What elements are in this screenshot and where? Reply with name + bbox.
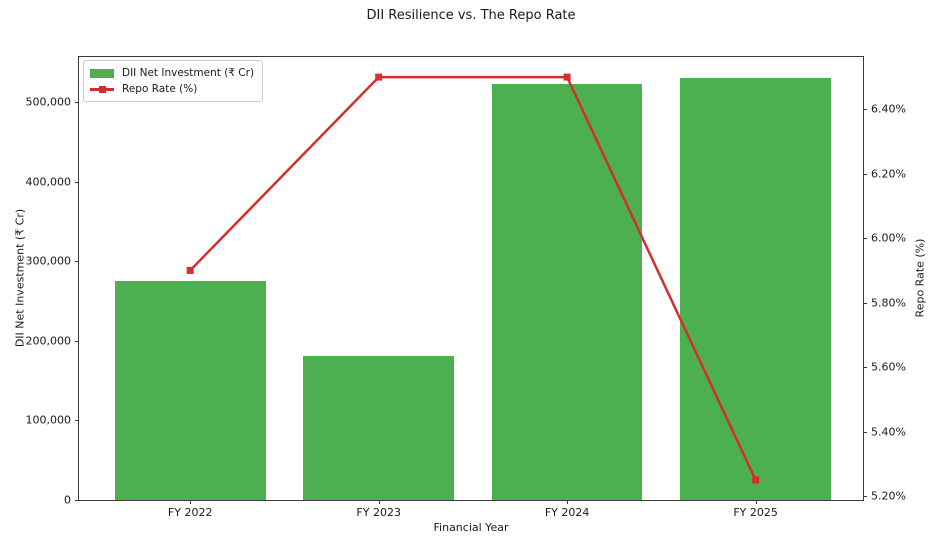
repo-rate-marker-fy-2024: [563, 73, 571, 81]
y-left-0-tick: [75, 500, 79, 501]
bar-swatch-icon: [90, 68, 114, 78]
y-right-6-20-tick: [863, 173, 867, 175]
bar-fy-2022: [114, 281, 266, 500]
y-right-5-60-label: 5.60%: [871, 360, 906, 374]
y-right-6-40-tick: [863, 109, 867, 111]
y-left-400-000-tick: [75, 181, 79, 183]
y-left-200-000-tick: [75, 340, 79, 342]
bar-fy-2023: [303, 355, 455, 500]
x-fy-2025-tick: [755, 500, 757, 504]
legend-label-dii: DII Net Investment (₹ Cr): [122, 67, 255, 79]
y-right-5-80-label: 5.80%: [871, 296, 906, 310]
y-left-400-000-label: 400,000: [25, 175, 72, 189]
line-swatch-icon: [90, 85, 114, 94]
x-fy-2023-tick: [378, 500, 380, 504]
y-right-5-40-label: 5.40%: [871, 425, 906, 438]
ticks-layer: 0 100,000 200,000 300,000 400,000 500,000 5.20…: [26, 57, 906, 520]
y-right-5-20-label: 5.20%: [871, 489, 906, 503]
x-axis-label: Financial Year: [433, 521, 509, 534]
bar-fy-2025: [680, 78, 831, 500]
y-axis-label-right: Repo Rate (%): [913, 238, 927, 318]
chart-title: DII Resilience vs. The Repo Rate: [366, 8, 576, 23]
y-left-100-000-label: 100,000: [25, 413, 72, 427]
x-fy-2025-label: FY 2025: [733, 506, 778, 519]
y-left-500-000-label: 500,000: [25, 95, 72, 109]
y-right-5-20-tick: [863, 496, 867, 497]
plot-area: 0 100,000 200,000 300,000 400,000 500,000 5.20…: [26, 56, 906, 520]
y-right-5-40-tick: [863, 431, 867, 433]
y-left-300-000-tick: [75, 261, 79, 263]
y-right-5-80-tick: [863, 302, 867, 304]
y-right-6-00-tick: [863, 238, 867, 240]
line-layer: [186, 73, 760, 484]
x-fy-2022-tick: [190, 500, 192, 504]
y-right-5-60-tick: [863, 367, 867, 369]
bar-fy-2024: [491, 83, 643, 500]
legend-label-repo: Repo Rate (%): [122, 83, 198, 95]
x-fy-2022-label: FY 2022: [167, 506, 213, 519]
y-right-6-00-label: 6.00%: [871, 231, 906, 245]
legend: DII Net Investment (₹ Cr) Repo Rate (%): [83, 60, 264, 102]
y-axis-label-left: DII Net Investment (₹ Cr): [13, 208, 27, 348]
x-fy-2024-label: FY 2024: [544, 506, 590, 519]
x-fy-2023-label: FY 2023: [356, 506, 401, 519]
repo-rate-marker-fy-2023: [375, 73, 383, 81]
x-fy-2024-tick: [567, 500, 569, 504]
y-left-300-000-label: 300,000: [25, 254, 72, 268]
legend-item-dii: DII Net Investment (₹ Cr): [90, 65, 254, 81]
y-right-6-40-label: 6.40%: [871, 102, 906, 116]
repo-rate-marker-fy-2022: [186, 266, 194, 274]
bars-layer: [79, 57, 863, 500]
repo-rate-line: [189, 75, 757, 481]
y-left-200-000-label: 200,000: [25, 334, 72, 348]
y-left-0-label: 0: [64, 493, 71, 507]
repo-rate-marker-fy-2025: [752, 476, 760, 484]
legend-item-repo: Repo Rate (%): [90, 81, 254, 97]
y-left-500-000-tick: [75, 102, 79, 103]
y-right-6-20-label: 6.20%: [871, 167, 906, 181]
y-left-100-000-tick: [75, 420, 79, 422]
